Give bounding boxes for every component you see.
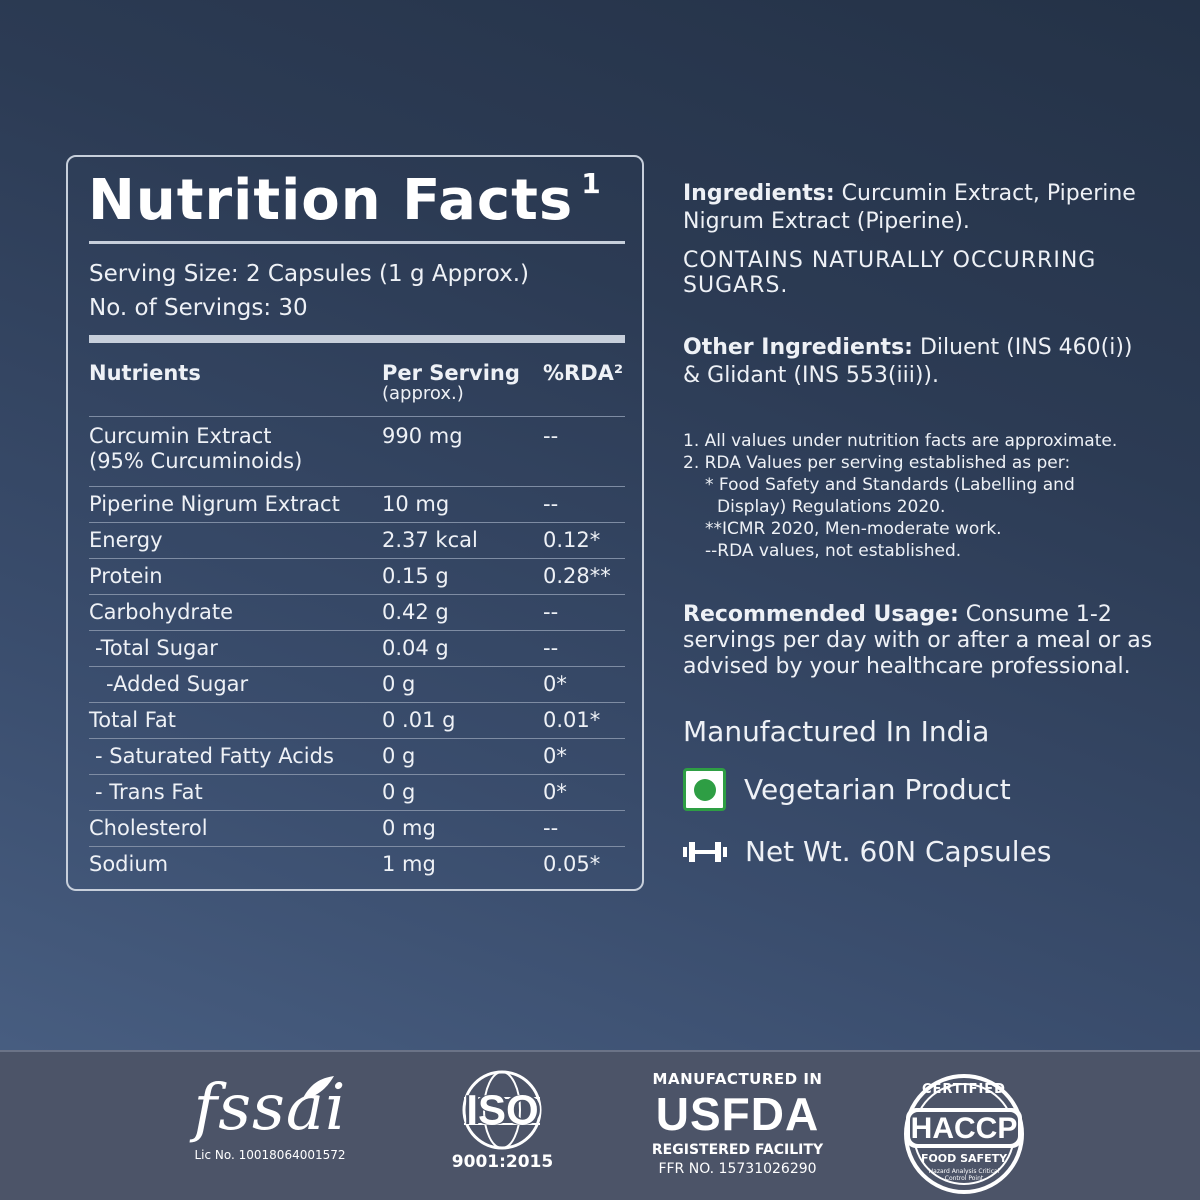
table-row: -Total Sugar 0.04 g -- — [89, 631, 625, 667]
haccp-seal — [904, 1074, 1024, 1194]
nutrient-rda: -- — [543, 816, 559, 840]
other-ingredients-label: Other Ingredients: — [683, 335, 913, 360]
nutrient-name: Cholesterol — [89, 816, 208, 840]
nutrient-value: 0 g — [382, 744, 416, 768]
nutrient-name: Sodium — [89, 852, 169, 876]
vegetarian-badge: Vegetarian Product — [683, 768, 1011, 811]
nutrient-value: 1 mg — [382, 852, 436, 876]
usfda-logo: MANUFACTURED IN USFDA REGISTERED FACILIT… — [651, 1070, 824, 1177]
veg-symbol-icon — [683, 768, 726, 811]
nutrient-value: 10 mg — [382, 492, 450, 516]
recommended-usage: Recommended Usage: Consume 1-2 servings … — [683, 602, 1153, 679]
table-row: Total Fat 0 .01 g 0.01* — [89, 703, 625, 739]
usage-label: Recommended Usage: — [683, 602, 959, 627]
table-row: Cholesterol 0 mg -- — [89, 811, 625, 847]
nutrient-name: - Trans Fat — [95, 780, 203, 804]
thick-divider — [89, 335, 625, 343]
footnotes: 1. All values under nutrition facts are … — [683, 430, 1117, 562]
nutrient-value: 990 mg — [382, 424, 463, 448]
ingredients-label: Ingredients: — [683, 181, 835, 206]
table-row: Energy 2.37 kcal 0.12* — [89, 523, 625, 559]
nutrient-value: 0.42 g — [382, 600, 449, 624]
table-row: Piperine Nigrum Extract 10 mg -- — [89, 487, 625, 523]
nutrient-name: - Saturated Fatty Acids — [95, 744, 334, 768]
nutrient-name: Total Fat — [89, 708, 176, 732]
nutrient-name-sub: (95% Curcuminoids) — [89, 449, 303, 473]
title-footnote-mark: 1 — [581, 167, 602, 200]
nutrient-rda: 0.05* — [543, 852, 601, 876]
nutrient-rda: -- — [543, 600, 559, 624]
nutrient-name: Protein — [89, 564, 163, 588]
iso-logo: ISO 9001:2015 — [445, 1070, 560, 1172]
other-ingredients-text: Other Ingredients: Diluent (INS 460(i)) … — [683, 335, 1133, 388]
nutrient-name: Energy — [89, 528, 163, 552]
table-row: -Added Sugar 0 g 0* — [89, 667, 625, 703]
servings-count: No. of Servings: 30 — [89, 295, 308, 321]
nutrient-value: 0.04 g — [382, 636, 449, 660]
nutrient-name: Carbohydrate — [89, 600, 234, 624]
table-row: Protein 0.15 g 0.28** — [89, 559, 625, 595]
table-row: - Saturated Fatty Acids 0 g 0* — [89, 739, 625, 775]
table-row: Curcumin Extract (95% Curcuminoids) 990 m… — [89, 419, 625, 487]
footnote: --RDA values, not established. — [705, 541, 962, 561]
nutrient-value: 0 .01 g — [382, 708, 456, 732]
net-weight: Net Wt. 60N Capsules — [683, 835, 1051, 868]
nutrient-value: 0.15 g — [382, 564, 449, 588]
nutrient-value: 0 mg — [382, 816, 436, 840]
nutrient-value: 0 g — [382, 780, 416, 804]
divider — [89, 241, 625, 244]
nutrient-rows: Curcumin Extract (95% Curcuminoids) 990 m… — [89, 419, 625, 883]
globe-icon — [462, 1070, 542, 1150]
nutrient-value: 2.37 kcal — [382, 528, 478, 552]
nutrition-facts-title: Nutrition Facts 1 — [88, 167, 602, 233]
nutrient-rda: 0* — [543, 672, 567, 696]
nutrient-rda: 0.12* — [543, 528, 601, 552]
haccp-logo: CERTIFIED HACCP FOOD SAFETY Hazard Analy… — [902, 1072, 1026, 1196]
nutrient-rda: 0.28** — [543, 564, 611, 588]
certifications-bar: fssai Lic No. 10018064001572 ISO 9001:20… — [0, 1050, 1200, 1200]
fssai-logo: fssai Lic No. 10018064001572 — [193, 1071, 347, 1162]
table-row: Sodium 1 mg 0.05* — [89, 847, 625, 883]
manufactured-in: Manufactured In India — [683, 715, 990, 748]
sugars-notice: CONTAINS NATURALLY OCCURRING SUGARS. — [683, 248, 1097, 298]
nutrient-rda: -- — [543, 424, 559, 448]
table-header: Nutrients Per Serving (approx.) %RDA² — [89, 357, 625, 417]
nutrient-name: -Added Sugar — [106, 672, 249, 696]
footnote: 1. All values under nutrition facts are … — [683, 431, 1118, 451]
serving-size: Serving Size: 2 Capsules (1 g Approx.) — [89, 261, 530, 287]
footnote: **ICMR 2020, Men-moderate work. — [705, 519, 1002, 539]
table-row: - Trans Fat 0 g 0* — [89, 775, 625, 811]
footnote: Display) Regulations 2020. — [717, 497, 946, 517]
nutrient-rda: 0* — [543, 780, 567, 804]
nutrient-value: 0 g — [382, 672, 416, 696]
nutrient-name: -Total Sugar — [95, 636, 218, 660]
header-per-serving: Per Serving (approx.) — [382, 361, 520, 404]
footnote: 2. RDA Values per serving established as… — [683, 453, 1071, 473]
table-row: Carbohydrate 0.42 g -- — [89, 595, 625, 631]
header-nutrients: Nutrients — [89, 361, 201, 385]
nutrient-name: Curcumin Extract — [89, 424, 272, 448]
serving-info: Serving Size: 2 Capsules (1 g Approx.) N… — [89, 257, 529, 325]
nutrient-rda: -- — [543, 636, 559, 660]
nutrient-rda: -- — [543, 492, 559, 516]
leaf-icon — [302, 1076, 334, 1100]
nutrient-rda: 0* — [543, 744, 567, 768]
footnote: * Food Safety and Standards (Labelling a… — [705, 475, 1075, 495]
nutrient-rda: 0.01* — [543, 708, 601, 732]
ingredients-text: Ingredients: Curcumin Extract, Piperine … — [683, 181, 1136, 234]
nutrition-facts-panel: Nutrition Facts 1 Serving Size: 2 Capsule… — [66, 155, 644, 891]
nutrient-name: Piperine Nigrum Extract — [89, 492, 340, 516]
header-rda: %RDA² — [543, 361, 624, 385]
dumbbell-icon — [683, 841, 727, 862]
